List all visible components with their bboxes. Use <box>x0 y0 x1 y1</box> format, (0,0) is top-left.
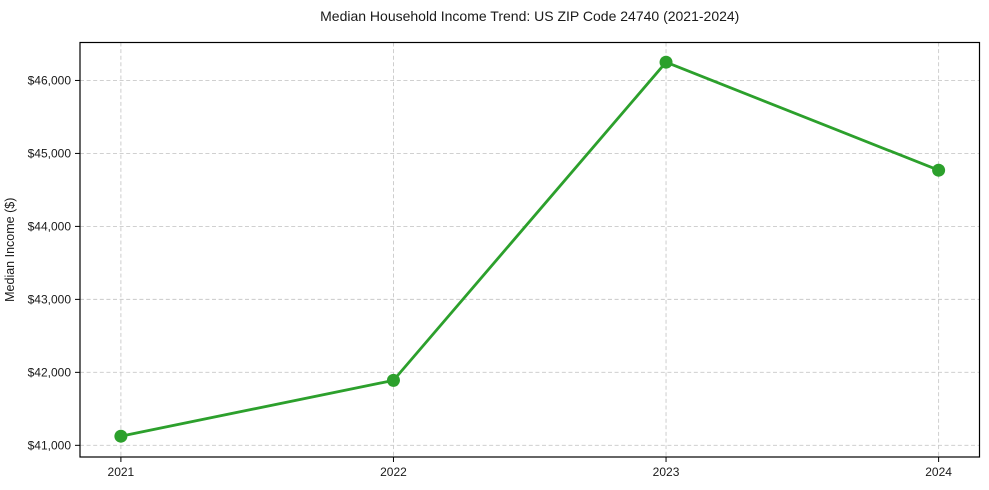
x-tick-label: 2023 <box>653 465 680 479</box>
chart-title: Median Household Income Trend: US ZIP Co… <box>320 8 739 24</box>
data-point-2024 <box>932 163 946 177</box>
data-point-2022 <box>386 373 400 387</box>
y-tick-label: $43,000 <box>28 292 72 306</box>
trend-line <box>119 60 941 438</box>
data-point-2023 <box>659 55 673 69</box>
x-tick-label: 2022 <box>380 465 407 479</box>
x-tick-label: 2024 <box>925 465 952 479</box>
y-tick-label: $46,000 <box>28 73 72 87</box>
data-point-2021 <box>114 429 128 443</box>
y-tick-label: $41,000 <box>28 438 72 452</box>
y-axis-label: Median Income ($) <box>3 198 17 302</box>
plot-border <box>79 41 981 458</box>
y-tick-label: $44,000 <box>28 219 72 233</box>
y-tick-label: $45,000 <box>28 146 72 160</box>
x-tick-label: 2021 <box>108 465 135 479</box>
y-tick-label: $42,000 <box>28 365 72 379</box>
